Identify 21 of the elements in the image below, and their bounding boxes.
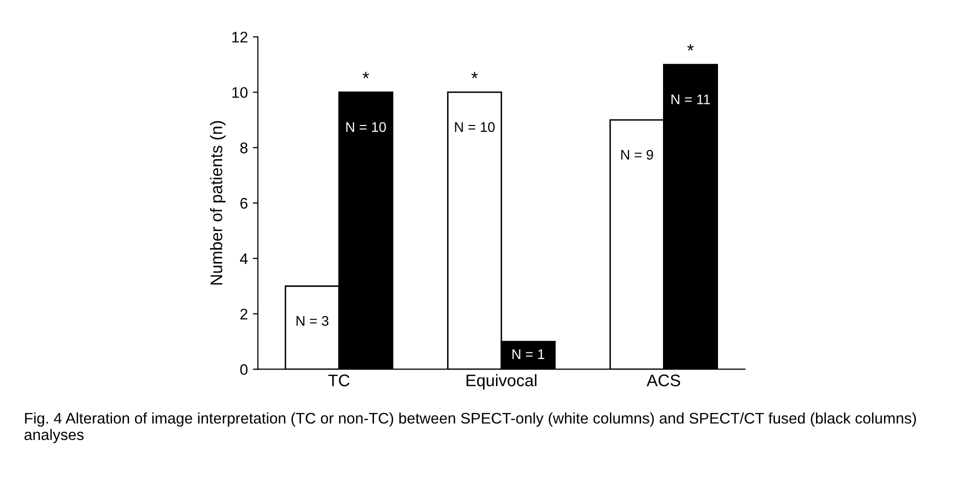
data-label: N = 10 (455, 122, 495, 132)
x-tick-label: ACS (646, 374, 680, 386)
x-tick-label: Equivocal (466, 374, 536, 390)
data-label: N = 9 (621, 150, 654, 160)
y-tick-label: 8 (240, 142, 248, 154)
data-label: N = 3 (296, 316, 328, 326)
y-tick-label: 12 (232, 32, 248, 42)
data-label: N = 1 (512, 349, 544, 359)
annotation: * (471, 72, 478, 78)
y-tick-label: 0 (240, 364, 248, 375)
data-label: N = 10 (346, 122, 386, 132)
data-label: N = 11 (672, 94, 710, 104)
y-tick-label: 6 (240, 198, 248, 209)
y-axis-title: Number of patients (n) (210, 121, 226, 285)
y-tick-label: 10 (232, 87, 248, 98)
annotation: * (687, 44, 694, 51)
y-tick-label: 4 (240, 253, 248, 264)
y-tick-label: 2 (240, 308, 248, 320)
x-tick-label: TC (328, 374, 350, 386)
annotation: * (362, 72, 370, 78)
caption: Fig. 4 Alteration of image interpretation (TC or non-TC) between SPECT-only (white columns) and SPECT/CT fused (black columns) analyses (24, 412, 916, 444)
